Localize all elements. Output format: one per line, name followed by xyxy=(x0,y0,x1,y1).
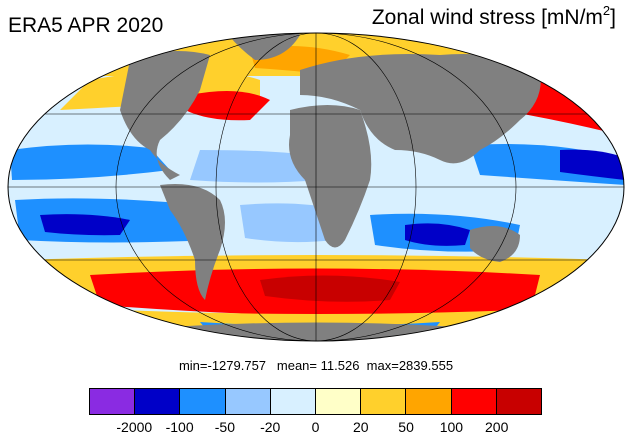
title-right-close: ] xyxy=(610,6,616,29)
colorbar-segment xyxy=(225,389,271,414)
colorbar-segment xyxy=(496,389,542,414)
colorbar-segment xyxy=(361,389,407,414)
colorbar xyxy=(89,388,542,415)
colorbar-segment xyxy=(90,389,136,414)
colorbar-tick-label: 50 xyxy=(398,419,414,435)
land-masses xyxy=(120,33,541,341)
colorbar-tick-label: -50 xyxy=(214,419,236,435)
colorbar-segment xyxy=(135,389,181,414)
stats-max-label: max= xyxy=(366,358,399,373)
stats-min: -1279.757 xyxy=(207,358,267,373)
title-right-text: Zonal wind stress [mN/m xyxy=(371,6,603,29)
stats-min-label: min= xyxy=(178,358,208,373)
colorbar-tick-label: -2000 xyxy=(116,419,153,435)
colorbar-segment xyxy=(406,389,452,414)
graticule xyxy=(8,33,624,341)
map-field xyxy=(8,33,624,341)
colorbar-segment xyxy=(451,389,497,414)
colorbar-tick-label: 200 xyxy=(485,419,509,435)
map-title-left: ERA5 APR 2020 xyxy=(8,14,164,37)
colorbar-ticks: -2000 -100 -50 -20 0 20 50 100 200 xyxy=(89,419,542,439)
colorbar-segment xyxy=(270,389,317,414)
colorbar-tick-label: 20 xyxy=(353,419,369,435)
stats-max: 2839.555 xyxy=(398,358,454,373)
colorbar-tick-label: -20 xyxy=(260,419,281,435)
stats-mean: 11.526 xyxy=(320,358,360,373)
title-right-superscript: 2 xyxy=(602,3,611,18)
colorbar-segment xyxy=(316,389,362,414)
colorbar-tick-label: 100 xyxy=(439,419,464,435)
map-outline xyxy=(7,32,625,342)
stats-line: min=-1279.757 mean= 11.526 max=2839.555 xyxy=(0,358,632,373)
colorbar-tick-label: -100 xyxy=(165,419,194,435)
stats-mean-label: mean= xyxy=(276,358,318,373)
map-title-right: Zonal wind stress [mN/m2] xyxy=(371,3,616,30)
colorbar-tick-label: 0 xyxy=(311,419,320,435)
colorbar-segment xyxy=(180,389,226,414)
